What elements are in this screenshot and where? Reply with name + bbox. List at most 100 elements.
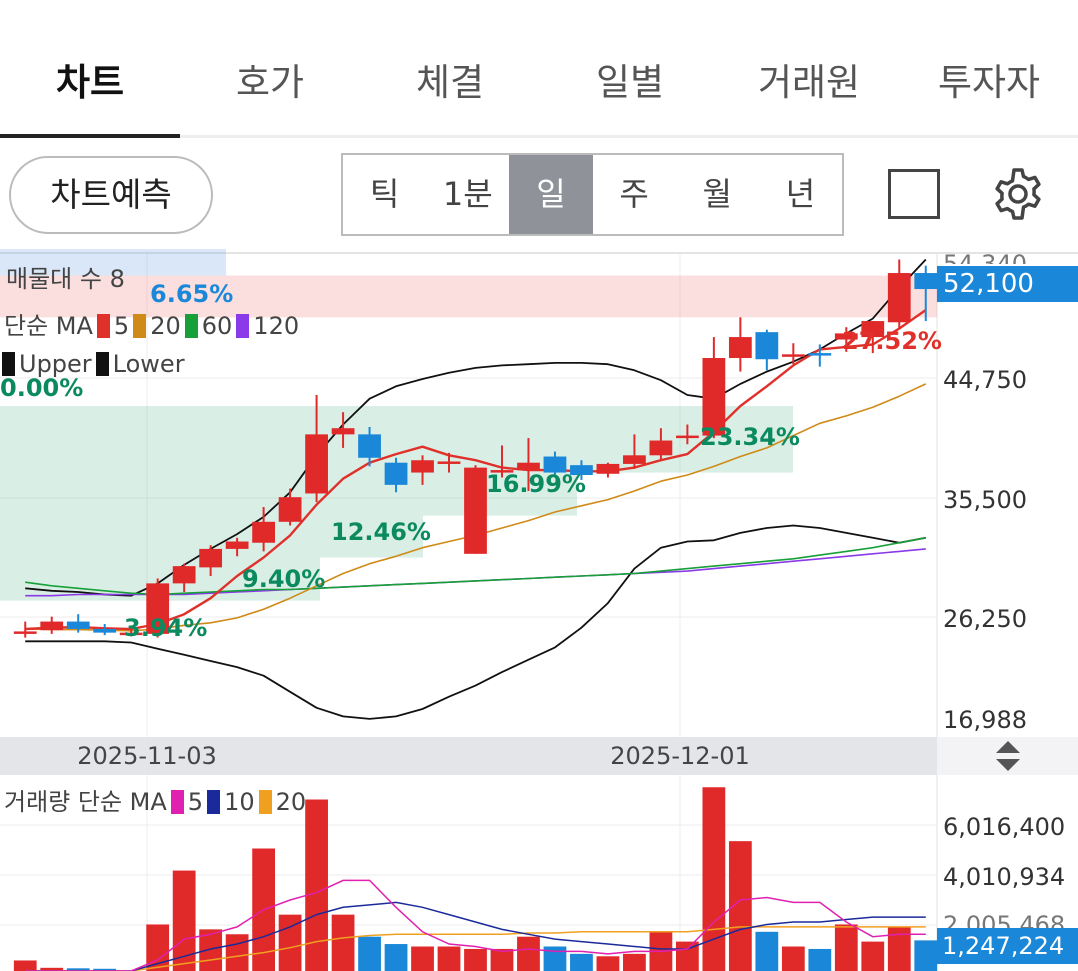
candle-body-16	[437, 461, 461, 464]
ma120-swatch	[236, 314, 250, 338]
upper-swatch	[2, 352, 15, 376]
candle-body-11	[305, 434, 328, 494]
bollinger-legend: Upper Lower	[2, 350, 185, 378]
volume-tick-1: 6,016,400	[943, 813, 1066, 841]
price-tick-4: 16,988	[943, 706, 1027, 734]
profile-pct-2: 9.40%	[242, 565, 326, 593]
volume-profile-band-0	[0, 275, 937, 318]
volume-bar-30	[808, 948, 832, 971]
volume-bar-18	[490, 948, 514, 971]
candle-body-5	[146, 583, 170, 634]
tab-investors[interactable]: 투자자	[937, 61, 1041, 104]
ma5-swatch	[96, 314, 110, 338]
volume-bar-27	[728, 841, 752, 971]
volume-bar-16	[437, 946, 461, 971]
candle-body-12	[331, 428, 355, 435]
tab-brokers[interactable]: 거래원	[757, 61, 861, 104]
price-tick-top-partial: 54,340	[943, 250, 1027, 264]
volume-moving-averages	[25, 879, 926, 971]
volume-profile-band-1	[0, 249, 226, 276]
period-day[interactable]: 일	[509, 155, 593, 234]
vma5-label: 5	[187, 788, 204, 816]
candle-body-1	[40, 621, 64, 631]
tab-daily[interactable]: 일별	[595, 61, 665, 104]
candle-body-8	[225, 541, 249, 549]
candle-body-26	[702, 358, 726, 436]
volume-bar-1	[40, 967, 64, 971]
price-tick-3: 26,250	[943, 605, 1027, 633]
tab-chart[interactable]: 차트	[55, 61, 125, 104]
ma20-label: 20	[150, 312, 181, 340]
tab-orderbook[interactable]: 호가	[235, 61, 305, 104]
chart-predict-button[interactable]: 차트예측	[9, 156, 213, 234]
candle-body-18	[490, 470, 514, 473]
ma120-label: 120	[253, 312, 300, 340]
volume-ma-title: 거래량 단순 MA	[4, 788, 167, 816]
candle-body-24	[649, 440, 673, 456]
resize-arrows-icon[interactable]	[994, 739, 1022, 773]
volume-bar-34	[914, 940, 938, 971]
period-1min[interactable]: 1분	[442, 175, 493, 213]
period-month[interactable]: 월	[702, 175, 732, 213]
candle-body-4	[119, 632, 143, 636]
volume-bar-28	[755, 931, 779, 971]
ma5-line	[25, 309, 927, 631]
period-year[interactable]: 년	[785, 175, 816, 213]
vma20-swatch	[258, 790, 272, 814]
upper-label: Upper	[19, 350, 92, 378]
lower-label: Lower	[112, 350, 185, 378]
ma60-swatch	[184, 314, 198, 338]
profile-pct-7: 6.65%	[150, 280, 234, 308]
ma20-swatch	[133, 314, 147, 338]
volume-bar-33	[887, 926, 911, 971]
gear-icon[interactable]	[990, 166, 1046, 222]
date-axis[interactable]	[0, 737, 937, 775]
volume-bar-15	[411, 946, 434, 971]
fullscreen-square-icon[interactable]	[888, 169, 940, 219]
volume-bar-21	[570, 953, 593, 971]
volume-bar-26	[702, 787, 726, 971]
current-price-badge: 52,100	[937, 266, 1078, 302]
volume-bar-17	[464, 948, 487, 971]
volume-bar-11	[305, 799, 328, 971]
volume-bar-32	[861, 941, 885, 971]
candle-body-20	[543, 456, 567, 473]
volume-ma5-line	[25, 879, 926, 971]
volume-bar-8	[225, 934, 249, 971]
profile-pct-6: 27.52%	[842, 327, 942, 355]
volume-bar-20	[543, 946, 567, 971]
candle-body-3	[93, 628, 117, 633]
period-tick[interactable]: 틱	[369, 175, 400, 213]
candle-body-32	[861, 321, 885, 338]
candle-body-31	[834, 333, 858, 340]
volume-bar-22	[596, 956, 620, 971]
volume-ma-legend: 거래량 단순 MA 5 10 20	[4, 782, 306, 817]
candle-body-29	[781, 354, 805, 357]
volume-bar-23	[623, 953, 646, 971]
ma-legend-title: 단순 MA	[4, 312, 93, 340]
vma10-swatch	[207, 790, 221, 814]
period-selector: 틱 1분 일 주 월 년	[341, 153, 844, 236]
candle-body-34	[914, 273, 938, 290]
profile-pct-5: 23.34%	[700, 423, 800, 451]
volume-bar-29	[781, 946, 805, 971]
ma-legend: 단순 MA 5 20 60 120	[4, 306, 299, 341]
tab-trades[interactable]: 체결	[415, 61, 485, 104]
volume-bar-5	[146, 924, 170, 971]
volume-bar-31	[834, 924, 858, 971]
date-label-2: 2025-12-01	[610, 742, 750, 770]
ma60-line	[25, 537, 926, 596]
candle-body-28	[755, 332, 779, 360]
candle-body-10	[278, 497, 302, 522]
volume-tick-2: 4,010,934	[943, 863, 1066, 891]
candle-body-13	[358, 434, 381, 458]
candle-body-0	[13, 631, 37, 634]
ma5-label: 5	[113, 312, 130, 340]
lower-swatch	[95, 352, 109, 376]
profile-pct-3: 12.46%	[331, 518, 431, 546]
volume-bar-2	[66, 968, 90, 971]
period-week[interactable]: 주	[619, 175, 649, 213]
volume-bar-3	[93, 968, 117, 971]
candles	[13, 259, 938, 638]
